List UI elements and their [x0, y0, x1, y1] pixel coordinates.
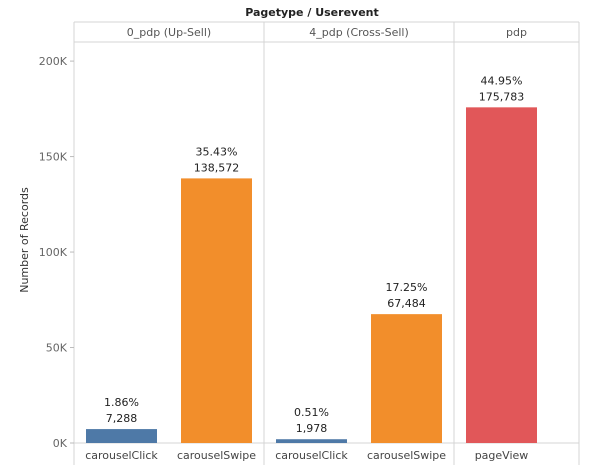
category-label: carouselSwipe — [367, 449, 446, 462]
pane-label: 4_pdp (Cross-Sell) — [309, 26, 409, 39]
y-tick-label: 50K — [46, 342, 68, 355]
data-label-value: 67,484 — [387, 297, 426, 310]
bars — [86, 107, 537, 444]
data-label-value: 1,978 — [296, 422, 328, 435]
data-label-percent: 17.25% — [386, 281, 428, 294]
bar — [181, 178, 252, 443]
data-labels: 7,288 1.86% 138,572 35.43% 1,978 0.51% 67,484 1… — [104, 74, 524, 435]
data-label-percent: 35.43% — [196, 145, 238, 158]
data-label-value: 175,783 — [479, 90, 525, 103]
y-tick-label: 100K — [39, 246, 68, 259]
bar — [276, 439, 347, 443]
y-axis: 0K 50K 100K 150K 200K — [39, 55, 74, 450]
data-label-percent: 0.51% — [294, 406, 329, 419]
y-axis-title: Number of Records — [18, 187, 31, 293]
category-label: carouselClick — [85, 449, 158, 462]
y-tick-label: 0K — [53, 437, 68, 450]
category-label: carouselSwipe — [177, 449, 256, 462]
data-label-percent: 1.86% — [104, 396, 139, 409]
column-header-title: Pagetype / Userevent — [245, 6, 379, 19]
category-labels: carouselClick carouselSwipe carouselClick c… — [85, 449, 528, 462]
pane-label: pdp — [506, 26, 527, 39]
y-tick-label: 200K — [39, 55, 68, 68]
y-tick-label: 150K — [39, 151, 68, 164]
bar — [86, 429, 157, 443]
pane-headers: 0_pdp (Up-Sell) 4_pdp (Cross-Sell) pdp — [127, 26, 527, 39]
pane-label: 0_pdp (Up-Sell) — [127, 26, 211, 39]
bar — [371, 314, 442, 443]
data-label-percent: 44.95% — [481, 74, 523, 87]
category-label: pageView — [475, 449, 529, 462]
data-label-value: 138,572 — [194, 161, 240, 174]
category-label: carouselClick — [275, 449, 348, 462]
data-label-value: 7,288 — [106, 412, 138, 425]
bar — [466, 107, 537, 444]
